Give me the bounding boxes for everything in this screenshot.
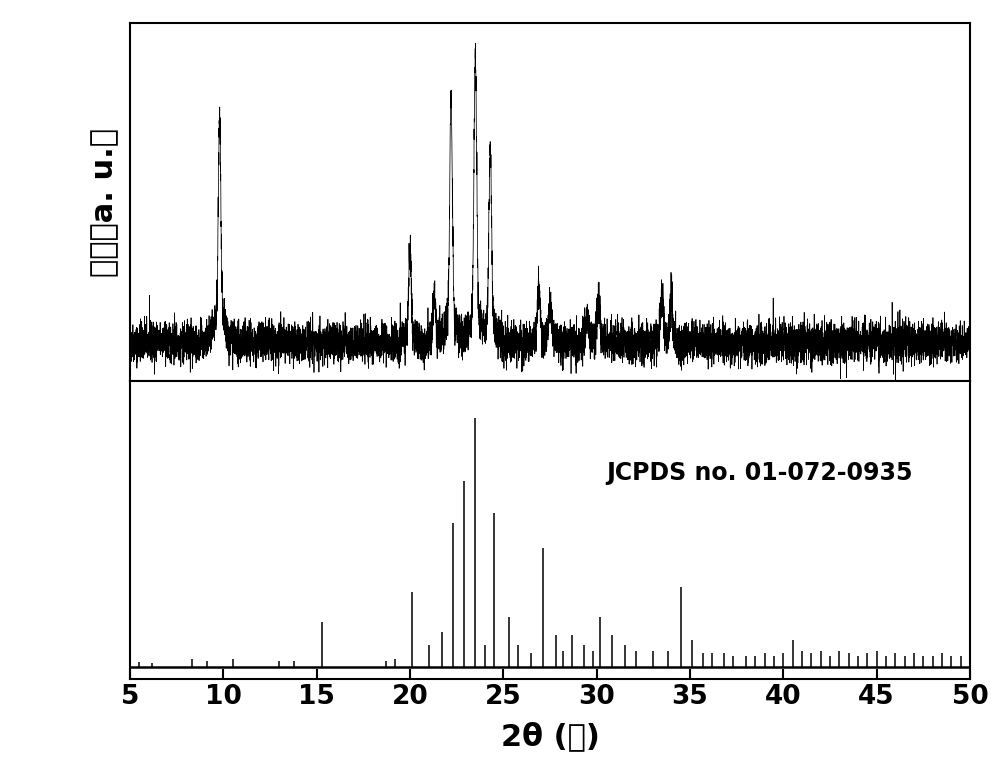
X-axis label: 2θ (度): 2θ (度): [501, 721, 599, 751]
Text: JCPDS no. 01-072-0935: JCPDS no. 01-072-0935: [606, 461, 912, 485]
Y-axis label: 强度（a. u.）: 强度（a. u.）: [90, 127, 119, 276]
